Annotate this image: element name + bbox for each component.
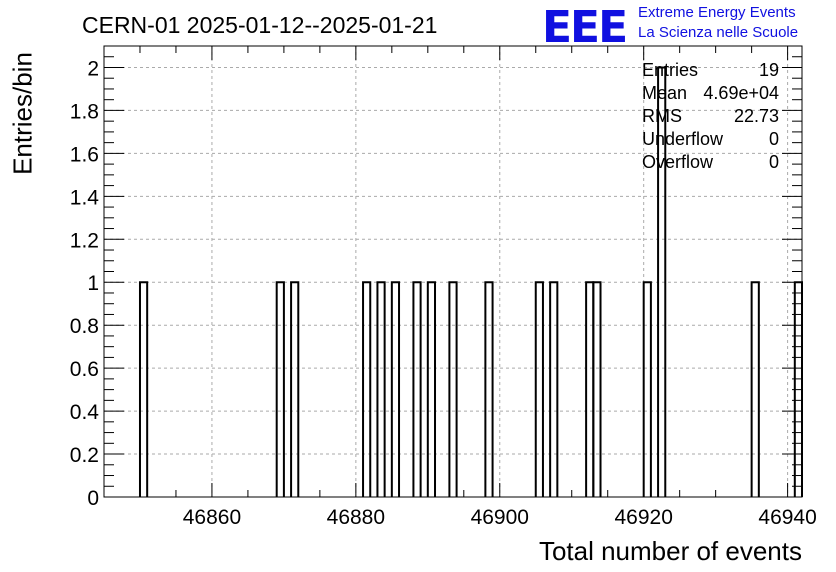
stats-label: Mean [642,83,687,103]
histogram-bin [275,281,285,497]
histogram-bin [585,281,595,497]
y-tick-label: 2 [87,57,99,80]
y-tick-label: 0.8 [70,315,99,338]
y-tick-label: 0 [87,487,99,510]
stats-label: RMS [642,106,682,126]
eee-logo: EEE [542,2,628,53]
stats-label: Underflow [642,129,724,149]
logo-line-2: La Scienza nelle Scuole [638,24,799,41]
histogram-bin [290,281,300,497]
stats-value: 22.73 [734,106,779,126]
y-tick-label: 1.8 [70,100,99,123]
histogram-bin [362,281,372,497]
y-tick-label: 1.4 [70,186,100,209]
grid-lines [104,46,802,497]
histogram-bin [412,281,422,497]
histogram-bin [138,281,149,497]
histogram-bin [534,281,544,497]
stats-box: Entries 19 Mean 4.69e+04 RMS 22.73 Underflow 0 O… [642,60,779,172]
y-tick-label: 0.6 [70,358,99,381]
x-tick-label: 46900 [471,506,529,529]
x-tick-label: 46940 [758,506,816,529]
chart-title: CERN-01 2025-01-12--2025-01-21 [82,12,438,38]
histogram-bin [426,281,437,497]
x-tick-label: 46920 [614,506,672,529]
stats-value: 0 [769,152,779,172]
y-tick-label: 0.2 [70,444,99,467]
stats-value: 19 [759,60,779,80]
histogram-bin [484,281,494,497]
logo-line-1: Extreme Energy Events [638,4,796,21]
histogram-bin [448,281,458,497]
x-axis-ticks: 46860 46880 46900 46920 46940 [103,46,817,529]
stats-label: Entries [642,60,698,80]
y-tick-label: 1 [87,272,99,295]
stats-value: 4.69e+04 [703,83,779,103]
histogram-bin [657,66,667,497]
histogram-bin [549,281,559,497]
y-tick-label: 0.4 [70,401,100,424]
plot-frame [103,45,803,498]
x-tick-label: 46860 [183,506,241,529]
x-axis-label: Total number of events [538,536,802,566]
stats-value: 0 [769,129,779,149]
histogram-bin [750,281,760,497]
stats-label: Overflow [642,152,714,172]
y-tick-label: 1.2 [70,229,99,252]
x-tick-label: 46880 [327,506,385,529]
histogram-bars [138,66,803,497]
histogram-bin [592,281,602,497]
histogram-bin [390,281,401,497]
y-axis-ticks: 0 0.2 0.4 0.6 0.8 1 1.2 1.4 1.6 1.8 2 [70,45,802,510]
y-tick-label: 1.6 [70,143,99,166]
histogram-bin [376,281,386,497]
histogram-bin [642,281,652,497]
